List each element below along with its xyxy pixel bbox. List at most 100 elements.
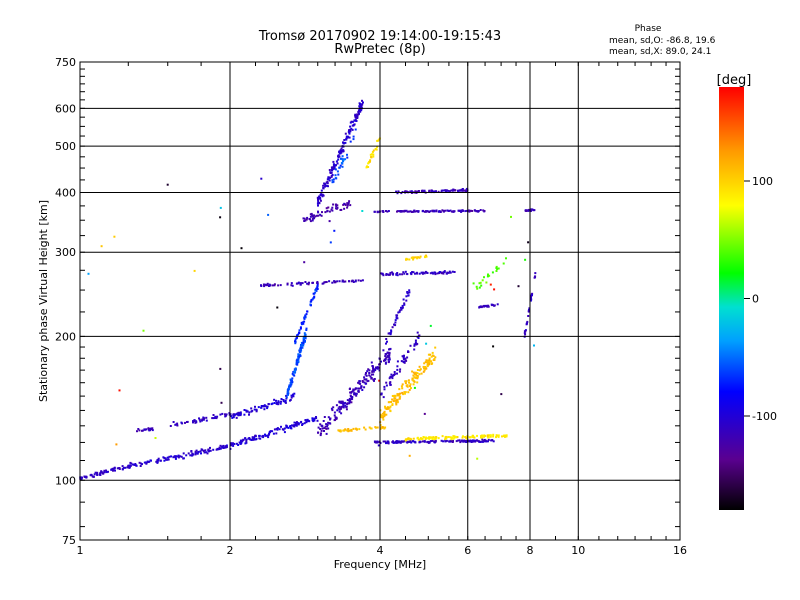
- data-point: [426, 359, 429, 362]
- data-point: [423, 440, 426, 443]
- plot-grid: [80, 62, 680, 540]
- data-point: [411, 378, 414, 381]
- data-point: [418, 334, 421, 337]
- data-point: [334, 418, 337, 421]
- data-point: [304, 419, 307, 422]
- data-point: [523, 332, 526, 334]
- data-point: [166, 458, 169, 461]
- data-point: [219, 444, 222, 447]
- data-point: [338, 400, 341, 403]
- data-point: [362, 101, 364, 104]
- data-point: [342, 405, 345, 408]
- data-point: [249, 438, 251, 441]
- data-point: [409, 383, 412, 386]
- data-point: [92, 475, 95, 478]
- data-point: [363, 381, 366, 384]
- data-point: [271, 430, 274, 433]
- data-point: [367, 166, 370, 168]
- data-point: [138, 461, 141, 464]
- data-point: [298, 355, 301, 358]
- data-point: [232, 444, 235, 447]
- data-point: [442, 440, 445, 443]
- data-point: [349, 391, 352, 394]
- data-point: [405, 209, 408, 212]
- data-point: [396, 192, 399, 195]
- data-point: [222, 446, 225, 449]
- data-point: [446, 209, 449, 212]
- data-point: [232, 416, 235, 419]
- data-point: [388, 406, 391, 409]
- data-point: [394, 395, 397, 398]
- data-point: [228, 412, 231, 415]
- data-point: [415, 343, 418, 346]
- data-point: [442, 210, 445, 213]
- data-point: [262, 283, 265, 286]
- data-point: [375, 148, 378, 151]
- data-point: [372, 373, 375, 376]
- data-point: [327, 185, 329, 188]
- data-point: [327, 176, 330, 179]
- y-tick-label: 300: [55, 246, 76, 259]
- data-point: [442, 271, 445, 274]
- data-point: [94, 471, 97, 474]
- data-point: [428, 436, 431, 439]
- data-point: [359, 103, 361, 106]
- data-point: [333, 167, 336, 170]
- data-point: [291, 284, 294, 287]
- data-point: [316, 282, 319, 285]
- data-point: [363, 378, 366, 381]
- data-point: [385, 342, 387, 345]
- data-point: [408, 258, 411, 261]
- data-point: [240, 247, 243, 250]
- data-point: [415, 374, 418, 377]
- data-point: [423, 412, 426, 415]
- data-point: [378, 379, 381, 382]
- data-point: [255, 410, 258, 413]
- data-point: [199, 450, 202, 453]
- x-axis-label: Frequency [MHz]: [334, 558, 426, 571]
- data-point: [240, 442, 243, 445]
- data-point: [410, 192, 413, 194]
- data-point: [172, 456, 175, 459]
- data-point: [328, 220, 331, 223]
- data-point: [298, 349, 301, 352]
- data-point: [502, 262, 505, 265]
- data-point: [331, 179, 334, 182]
- data-point: [318, 195, 321, 198]
- data-point: [263, 404, 266, 407]
- data-point: [301, 321, 304, 324]
- data-point: [276, 306, 279, 309]
- data-point: [428, 211, 431, 213]
- data-point: [433, 438, 436, 441]
- data-point: [361, 279, 364, 282]
- data-point: [184, 421, 186, 424]
- data-point: [382, 210, 385, 213]
- data-point: [304, 333, 307, 336]
- data-point: [260, 406, 263, 409]
- data-point: [300, 344, 303, 347]
- data-point: [309, 215, 312, 218]
- data-point: [238, 441, 241, 444]
- data-point: [288, 387, 290, 390]
- data-point: [431, 354, 434, 357]
- data-point: [105, 469, 107, 472]
- data-point: [431, 351, 434, 354]
- data-point: [414, 210, 417, 213]
- data-point: [390, 401, 393, 403]
- data-point: [271, 402, 274, 405]
- data-point: [341, 165, 344, 168]
- data-point: [405, 380, 408, 383]
- data-point: [339, 401, 342, 404]
- data-point: [390, 329, 393, 332]
- data-point: [529, 299, 532, 302]
- data-point: [364, 373, 367, 376]
- data-point: [129, 464, 132, 467]
- data-point: [525, 322, 528, 325]
- data-point: [468, 209, 471, 212]
- data-point: [386, 407, 389, 410]
- data-point: [443, 271, 446, 273]
- data-point: [311, 419, 314, 422]
- data-point: [150, 427, 152, 430]
- chart-title: Tromsø 20170902 19:14:00-19:15:43: [258, 29, 501, 44]
- data-point: [460, 210, 463, 213]
